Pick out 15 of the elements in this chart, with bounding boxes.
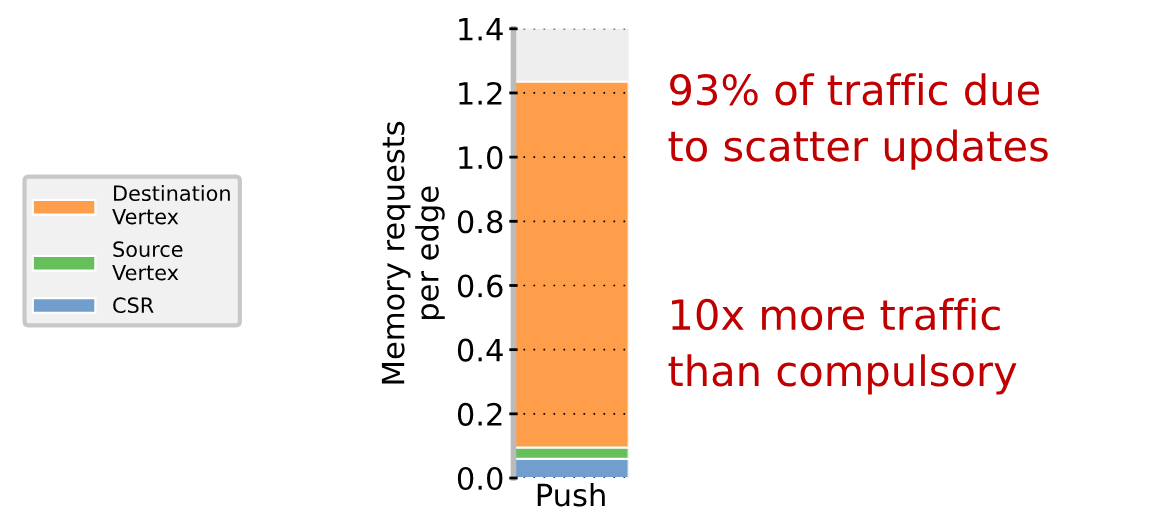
y-axis-title: Memory requests per edge — [381, 121, 445, 384]
legend-label: CSR — [113, 297, 154, 314]
text: 93% of traffic due to scatter updates — [668, 73, 1048, 170]
y-tick-label: 0.2 — [457, 402, 502, 426]
x-tick-label: Push — [537, 482, 605, 507]
y-tick-label: 0.4 — [457, 338, 503, 362]
y-tick-label: 0.8 — [457, 210, 503, 234]
y-tick-label: 0.6 — [457, 274, 503, 298]
legend-label: Source Vertex — [112, 241, 183, 281]
y-tick-label: 1.0 — [459, 146, 503, 170]
y-tick-label: 1.4 — [459, 18, 503, 41]
text: 10x more traffic than compulsory — [668, 298, 1017, 395]
legend-label: Destination Vertex — [112, 184, 230, 225]
y-tick-label: 1.2 — [459, 81, 502, 105]
y-tick-label: 0.0 — [457, 466, 503, 491]
